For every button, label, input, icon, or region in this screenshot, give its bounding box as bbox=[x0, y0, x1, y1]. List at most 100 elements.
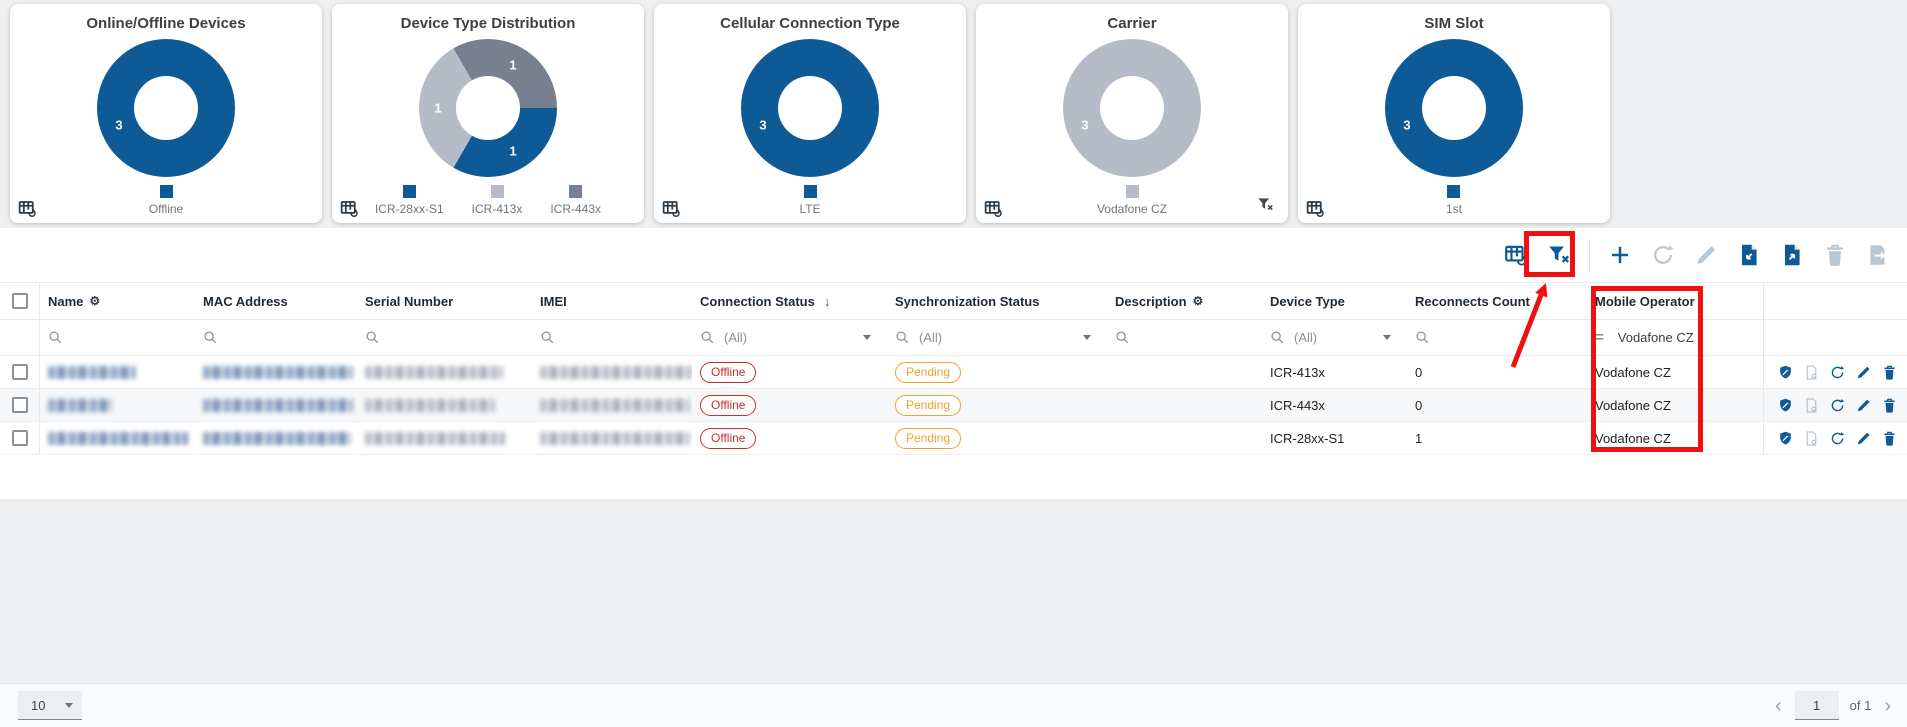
column-header-name[interactable]: Name ⚙ bbox=[40, 283, 195, 319]
cell-mobile_operator: Vodafone CZ bbox=[1595, 397, 1671, 413]
dashboard-cards: Online/Offline Devices 3 Offline Device Typ… bbox=[0, 0, 1907, 223]
grid-sync-icon[interactable] bbox=[339, 198, 360, 219]
row-checkbox[interactable] bbox=[0, 422, 40, 454]
cell-connection_status: Offline bbox=[692, 389, 887, 421]
page-size-select[interactable]: 10 bbox=[18, 691, 82, 720]
row-checkbox[interactable] bbox=[0, 356, 40, 388]
security-shield-icon[interactable] bbox=[1777, 364, 1794, 381]
legend-item: ICR-443x bbox=[550, 185, 601, 216]
column-header-description[interactable]: Description ⚙ bbox=[1107, 283, 1262, 319]
column-label: Description bbox=[1115, 293, 1187, 309]
redacted-serial bbox=[365, 398, 495, 412]
filter-serial[interactable] bbox=[357, 320, 532, 355]
filter-mac[interactable] bbox=[195, 320, 357, 355]
prev-page-button[interactable]: ‹ bbox=[1774, 694, 1782, 717]
current-page-box[interactable]: 1 bbox=[1794, 691, 1839, 720]
table-settings-sync-icon[interactable] bbox=[1503, 242, 1529, 268]
select-all-checkbox[interactable] bbox=[0, 283, 40, 319]
donut-chart: 3 bbox=[1385, 39, 1523, 177]
status-badge-pending: Pending bbox=[895, 427, 962, 449]
config-file-icon[interactable] bbox=[1803, 397, 1820, 414]
filter-imei[interactable] bbox=[532, 320, 692, 355]
grid-sync-icon[interactable] bbox=[17, 198, 38, 219]
table-row[interactable]: Offline Pending ICR-413x 0 Vodafone CZ bbox=[0, 356, 1907, 389]
cell-mac bbox=[195, 389, 357, 421]
donut-legend: ICR-28xx-S1 ICR-413x ICR-443x bbox=[375, 185, 601, 216]
filter-name[interactable] bbox=[40, 320, 195, 355]
security-shield-icon[interactable] bbox=[1777, 430, 1794, 447]
edit-row-icon[interactable] bbox=[1855, 430, 1872, 447]
filter-description[interactable] bbox=[1107, 320, 1262, 355]
column-header-sync_status[interactable]: Synchronization Status bbox=[887, 283, 1107, 319]
dashboard-card-carrier: Carrier 3 Vodafone CZ bbox=[976, 4, 1288, 223]
legend-label: ICR-443x bbox=[550, 202, 602, 216]
column-header-imei[interactable]: IMEI bbox=[532, 283, 692, 319]
filter-sync_status[interactable]: (All) bbox=[887, 320, 1107, 355]
column-label: IMEI bbox=[540, 293, 567, 309]
add-device-icon[interactable] bbox=[1607, 242, 1633, 268]
legend-item: ICR-28xx-S1 bbox=[375, 185, 444, 216]
edit-row-icon[interactable] bbox=[1855, 364, 1872, 381]
config-file-icon[interactable] bbox=[1803, 430, 1820, 447]
next-page-button[interactable]: › bbox=[1884, 694, 1891, 717]
save-file-icon[interactable] bbox=[1865, 242, 1891, 268]
grid-sync-icon[interactable] bbox=[1305, 198, 1326, 219]
reboot-icon[interactable] bbox=[1829, 430, 1846, 447]
table-body: Offline Pending ICR-413x 0 Vodafone CZ Offlin… bbox=[0, 356, 1907, 455]
filter-reconnects[interactable] bbox=[1407, 320, 1587, 355]
table-row[interactable]: Offline Pending ICR-28xx-S1 1 Vodafone CZ bbox=[0, 422, 1907, 455]
row-checkbox[interactable] bbox=[0, 389, 40, 421]
import-file-icon[interactable] bbox=[1736, 242, 1762, 268]
table-filter-row: (All) (All) (All) = Vodafone CZ bbox=[0, 320, 1907, 356]
column-header-reconnects[interactable]: Reconnects Count bbox=[1407, 283, 1587, 319]
edit-icon[interactable] bbox=[1693, 242, 1719, 268]
gear-icon[interactable]: ⚙ bbox=[1192, 294, 1204, 308]
cell-description bbox=[1107, 389, 1262, 421]
status-badge-pending: Pending bbox=[895, 394, 962, 416]
column-label: Device Type bbox=[1270, 293, 1345, 309]
column-label: Mobile Operator bbox=[1595, 293, 1695, 309]
edit-row-icon[interactable] bbox=[1855, 397, 1872, 414]
refresh-icon[interactable] bbox=[1650, 242, 1676, 268]
security-shield-icon[interactable] bbox=[1777, 397, 1794, 414]
caret-down-icon bbox=[863, 335, 871, 340]
column-header-serial[interactable]: Serial Number bbox=[357, 283, 532, 319]
delete-row-icon[interactable] bbox=[1881, 364, 1898, 381]
delete-row-icon[interactable] bbox=[1881, 430, 1898, 447]
column-header-device_type[interactable]: Device Type bbox=[1262, 283, 1407, 319]
grid-sync-icon[interactable] bbox=[983, 198, 1004, 219]
filter-connection_status[interactable]: (All) bbox=[692, 320, 887, 355]
dashboard-card-online-offline-devices: Online/Offline Devices 3 Offline bbox=[10, 4, 322, 223]
cell-serial bbox=[357, 389, 532, 421]
filter-mobile_operator[interactable]: = Vodafone CZ bbox=[1587, 320, 1763, 355]
status-badge-offline: Offline bbox=[700, 361, 757, 383]
dashboard-card-cellular-connection-type: Cellular Connection Type 3 LTE bbox=[654, 4, 966, 223]
export-file-icon[interactable] bbox=[1779, 242, 1805, 268]
card-filter-x-icon[interactable] bbox=[1256, 195, 1275, 214]
reboot-icon[interactable] bbox=[1829, 397, 1846, 414]
cell-reconnects: 0 bbox=[1415, 397, 1423, 413]
reboot-icon[interactable] bbox=[1829, 364, 1846, 381]
gear-icon[interactable]: ⚙ bbox=[89, 294, 101, 308]
status-badge-offline: Offline bbox=[700, 394, 757, 416]
filter-device_type[interactable]: (All) bbox=[1262, 320, 1407, 355]
legend-item: Offline bbox=[149, 185, 183, 216]
delete-icon[interactable] bbox=[1822, 242, 1848, 268]
donut-legend: 1st bbox=[1446, 185, 1462, 216]
cell-device_type: ICR-443x bbox=[1270, 397, 1325, 413]
column-header-connection_status[interactable]: Connection Status ↓ bbox=[692, 283, 887, 319]
search-icon bbox=[1416, 331, 1429, 344]
delete-row-icon[interactable] bbox=[1881, 397, 1898, 414]
search-icon bbox=[366, 331, 379, 344]
clear-filters-icon[interactable] bbox=[1546, 242, 1572, 268]
config-file-icon[interactable] bbox=[1803, 364, 1820, 381]
grid-sync-icon[interactable] bbox=[661, 198, 682, 219]
column-header-mobile_operator[interactable]: Mobile Operator bbox=[1587, 283, 1763, 319]
equals-operator-icon[interactable]: = bbox=[1595, 329, 1604, 346]
column-header-mac[interactable]: MAC Address bbox=[195, 283, 357, 319]
cell-mac bbox=[195, 422, 357, 454]
search-icon bbox=[701, 331, 714, 344]
donut-legend: Offline bbox=[149, 185, 183, 216]
cell-mobile_operator: Vodafone CZ bbox=[1595, 430, 1671, 446]
table-row[interactable]: Offline Pending ICR-443x 0 Vodafone CZ bbox=[0, 389, 1907, 422]
